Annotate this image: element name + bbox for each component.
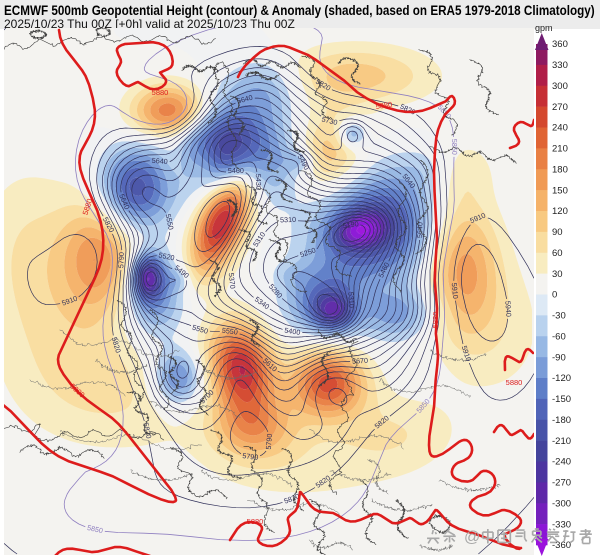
svg-text:5850: 5850	[86, 523, 104, 535]
svg-text:-90: -90	[552, 352, 566, 363]
svg-text:5550: 5550	[164, 213, 176, 230]
svg-text:-30: -30	[552, 311, 566, 322]
svg-text:-180: -180	[552, 415, 571, 426]
svg-text:270: 270	[552, 102, 568, 113]
svg-text:60: 60	[552, 248, 563, 259]
svg-text:90: 90	[552, 227, 563, 238]
svg-text:-300: -300	[552, 498, 571, 509]
svg-text:5640: 5640	[415, 222, 425, 238]
svg-text:@: @	[464, 529, 480, 546]
svg-text:-270: -270	[552, 478, 571, 489]
svg-text:5190: 5190	[342, 219, 359, 230]
svg-text:5880: 5880	[247, 517, 264, 526]
svg-text:210: 210	[552, 144, 568, 155]
svg-text:gpm: gpm	[535, 23, 553, 33]
svg-text:5880: 5880	[152, 88, 169, 97]
svg-text:-120: -120	[552, 373, 571, 384]
svg-text:-150: -150	[552, 394, 571, 405]
svg-text:5670: 5670	[352, 356, 369, 366]
svg-text:5850: 5850	[450, 139, 459, 155]
svg-text:5730: 5730	[321, 114, 339, 127]
svg-text:-360: -360	[552, 540, 571, 551]
svg-text:5430: 5430	[254, 174, 263, 190]
svg-text:5370: 5370	[227, 272, 238, 289]
svg-text:360: 360	[552, 39, 568, 50]
svg-text:180: 180	[552, 164, 568, 175]
svg-text:5880: 5880	[375, 100, 393, 111]
svg-text:5400: 5400	[284, 326, 301, 337]
svg-text:-210: -210	[552, 436, 571, 447]
svg-text:5790: 5790	[116, 252, 126, 268]
svg-text:5640: 5640	[236, 93, 254, 106]
svg-text:5310: 5310	[346, 292, 356, 309]
svg-text:300: 300	[552, 81, 568, 92]
svg-text:120: 120	[552, 206, 568, 217]
svg-text:30: 30	[552, 269, 563, 280]
svg-text:0: 0	[552, 290, 557, 301]
svg-text:5910: 5910	[450, 282, 460, 299]
svg-text:5880: 5880	[506, 378, 523, 387]
svg-text:150: 150	[552, 185, 568, 196]
svg-text:-330: -330	[552, 519, 571, 530]
svg-text:5940: 5940	[503, 301, 513, 318]
svg-text:-60: -60	[552, 331, 566, 342]
svg-text:5640: 5640	[151, 156, 168, 166]
svg-text:5310: 5310	[280, 215, 296, 224]
svg-text:5550: 5550	[221, 326, 238, 337]
svg-text:5790: 5790	[264, 433, 274, 450]
svg-text:240: 240	[552, 123, 568, 134]
svg-text:5460: 5460	[228, 166, 244, 175]
svg-text:5520: 5520	[158, 250, 175, 262]
svg-text:-240: -240	[552, 457, 571, 468]
svg-text:330: 330	[552, 60, 568, 71]
svg-text:5550: 5550	[191, 323, 209, 336]
svg-text:5820: 5820	[110, 336, 123, 354]
svg-text:5880: 5880	[431, 312, 440, 329]
svg-text:5790: 5790	[242, 451, 259, 462]
